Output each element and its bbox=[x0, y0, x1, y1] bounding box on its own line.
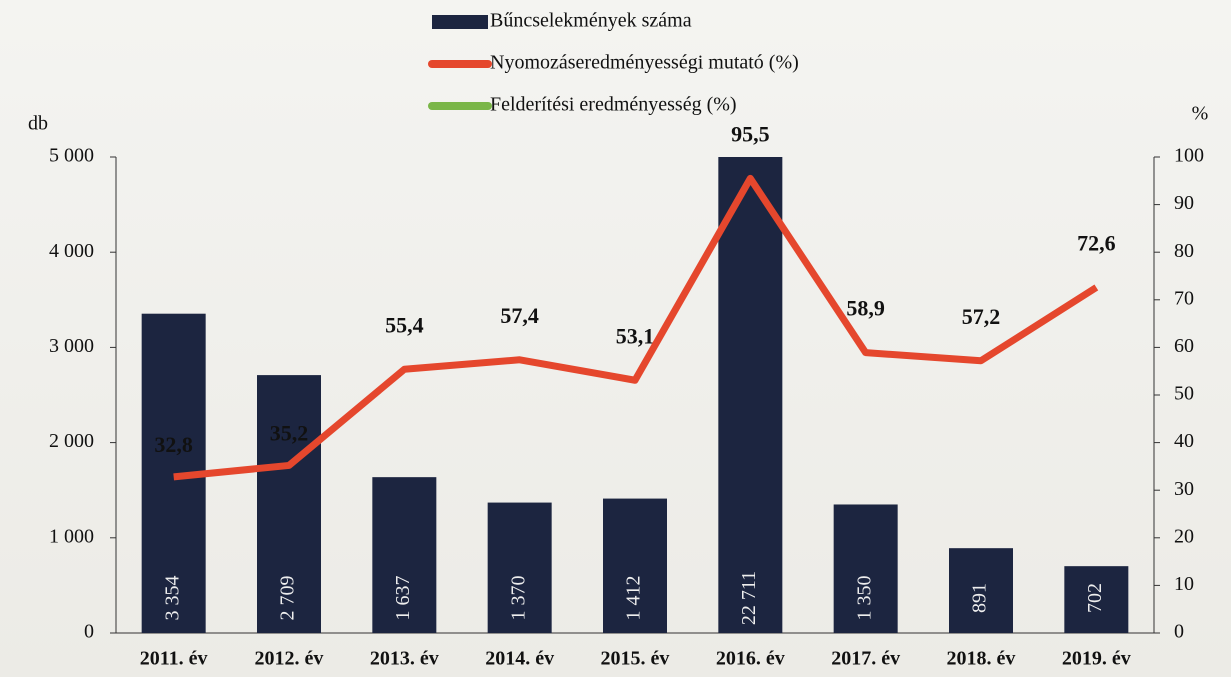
bar bbox=[603, 498, 667, 633]
line-value-label: 57,2 bbox=[962, 304, 1001, 329]
bar-value-label: 1 412 bbox=[623, 576, 645, 621]
line-value-label: 32,8 bbox=[154, 432, 193, 457]
y-tick-label: 2 000 bbox=[49, 430, 94, 452]
y-axis-title: db bbox=[28, 113, 48, 135]
bar-value-label: 2 709 bbox=[277, 576, 299, 621]
y2-tick-label: 0 bbox=[1174, 621, 1184, 643]
bar-value-label: 22 711 bbox=[738, 571, 760, 625]
x-tick-label: 2015. év bbox=[601, 648, 670, 670]
line bbox=[173, 174, 1099, 481]
y2-tick-label: 10 bbox=[1174, 573, 1194, 595]
y2-tick-label: 40 bbox=[1174, 430, 1194, 452]
bar-value-label: 3 354 bbox=[161, 576, 183, 621]
x-tick-label: 2018. év bbox=[947, 648, 1016, 670]
y2-tick-label: 100 bbox=[1174, 145, 1204, 167]
legend-label: Felderítési eredményesség (%) bbox=[490, 94, 737, 116]
y2-tick-label: 80 bbox=[1174, 240, 1194, 262]
bar bbox=[718, 157, 783, 633]
x-tick-label: 2012. év bbox=[255, 648, 324, 670]
y2-tick-label: 30 bbox=[1174, 478, 1194, 500]
line-value-label: 35,2 bbox=[270, 420, 309, 445]
y-tick-label: 4 000 bbox=[49, 240, 94, 262]
legend-label: Nyomozáseredményességi mutató (%) bbox=[490, 52, 799, 74]
x-tick-label: 2011. év bbox=[140, 648, 208, 670]
bar bbox=[257, 375, 321, 633]
y-tick-label: 0 bbox=[84, 621, 94, 643]
bar-value-label: 1 350 bbox=[853, 576, 875, 621]
y2-axis-title: % bbox=[1192, 103, 1209, 125]
line-value-label: 58,9 bbox=[846, 296, 885, 321]
bar bbox=[1064, 566, 1129, 633]
line-value-label: 55,4 bbox=[385, 312, 424, 337]
bar-value-label: 702 bbox=[1084, 583, 1106, 613]
bar bbox=[949, 548, 1013, 633]
bar-value-label: 1 370 bbox=[507, 576, 529, 621]
plot-area bbox=[141, 157, 1129, 633]
y2-tick-label: 60 bbox=[1174, 335, 1194, 357]
line-value-label: 72,6 bbox=[1077, 230, 1116, 255]
line-value-label: 53,1 bbox=[616, 323, 655, 348]
y-tick-label: 5 000 bbox=[49, 145, 94, 167]
y2-tick-label: 90 bbox=[1174, 192, 1194, 214]
x-tick-label: 2014. év bbox=[485, 648, 554, 670]
legend-label: Bűncselekmények száma bbox=[490, 10, 692, 32]
line-value-label: 57,4 bbox=[500, 303, 539, 328]
legend-swatch bbox=[432, 15, 488, 29]
x-tick-label: 2013. év bbox=[370, 648, 439, 670]
y-tick-label: 1 000 bbox=[49, 525, 94, 547]
bar-value-label: 891 bbox=[969, 583, 991, 613]
bar bbox=[487, 502, 552, 633]
y2-tick-label: 50 bbox=[1174, 383, 1194, 405]
x-tick-label: 2016. év bbox=[716, 648, 785, 670]
x-tick-label: 2019. év bbox=[1062, 648, 1131, 670]
y2-tick-label: 70 bbox=[1174, 287, 1194, 309]
line-value-label: 95,5 bbox=[731, 121, 770, 146]
bar-value-label: 1 637 bbox=[392, 576, 414, 621]
bar bbox=[833, 504, 898, 633]
y-tick-label: 3 000 bbox=[49, 335, 94, 357]
x-tick-label: 2017. év bbox=[831, 648, 900, 670]
bar bbox=[372, 477, 437, 633]
y2-tick-label: 20 bbox=[1174, 525, 1194, 547]
